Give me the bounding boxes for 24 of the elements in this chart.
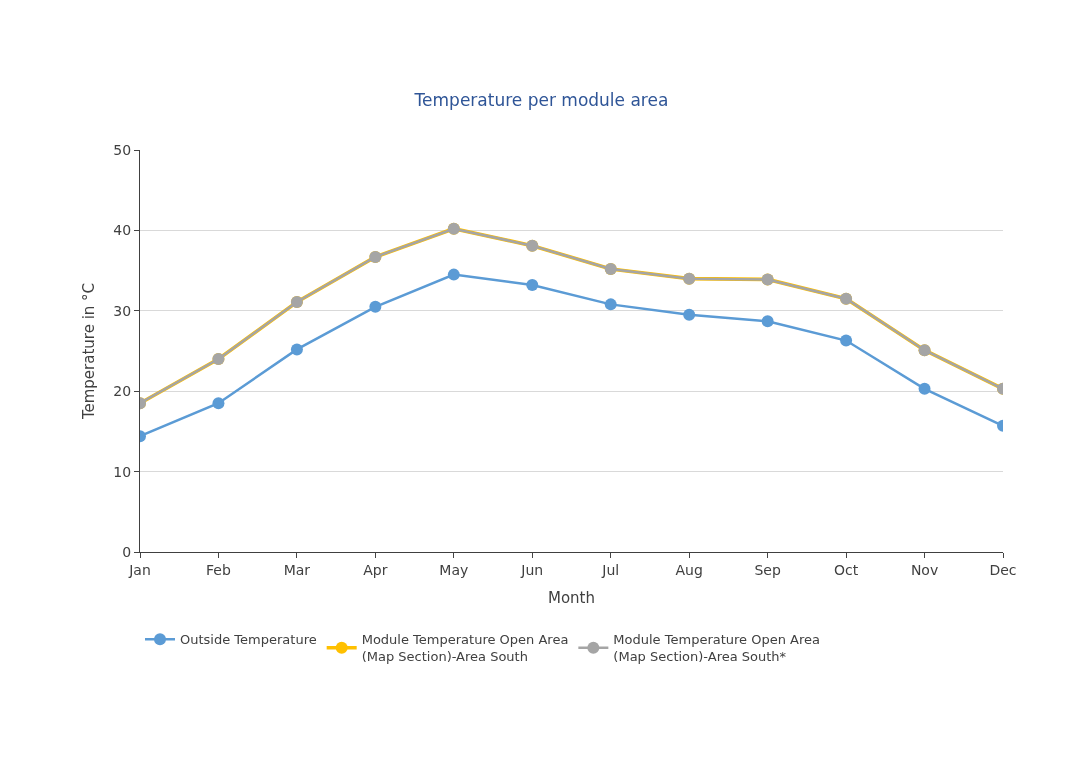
x-tick-label: Feb	[206, 561, 231, 578]
x-tick-label: Dec	[989, 561, 1017, 578]
x-tick-label: Aug	[675, 561, 703, 578]
legend-label: Module Temperature Open Area (Map Section)-Area South*	[613, 632, 820, 665]
x-tick-label: Nov	[910, 561, 939, 578]
y-tick-label: 40	[113, 222, 132, 239]
x-tick-label: Jun	[520, 561, 544, 578]
x-tick-label: Oct	[833, 561, 859, 578]
y-tick-label: 0	[122, 543, 132, 560]
x-tick-label: May	[439, 561, 469, 578]
chart-title: Temperature per module area	[413, 89, 669, 110]
y-tick-label: 20	[113, 383, 132, 400]
y-tick-label: 50	[113, 141, 132, 158]
y-tick-label: 30	[113, 302, 132, 319]
x-tick-label: Jul	[601, 561, 620, 578]
legend-label: Module Temperature Open Area (Map Section)-Area South	[361, 632, 569, 665]
x-tick-label: Mar	[283, 561, 311, 578]
y-axis-title: Temperature in °C	[79, 282, 98, 421]
legend-label: Outside Temperature	[180, 632, 317, 648]
x-tick-label: Jan	[128, 561, 151, 578]
x-tick-label: Sep	[754, 561, 781, 578]
x-tick-label: Apr	[363, 561, 388, 578]
x-axis-title: Month	[547, 588, 596, 607]
y-tick-label: 10	[113, 463, 132, 480]
